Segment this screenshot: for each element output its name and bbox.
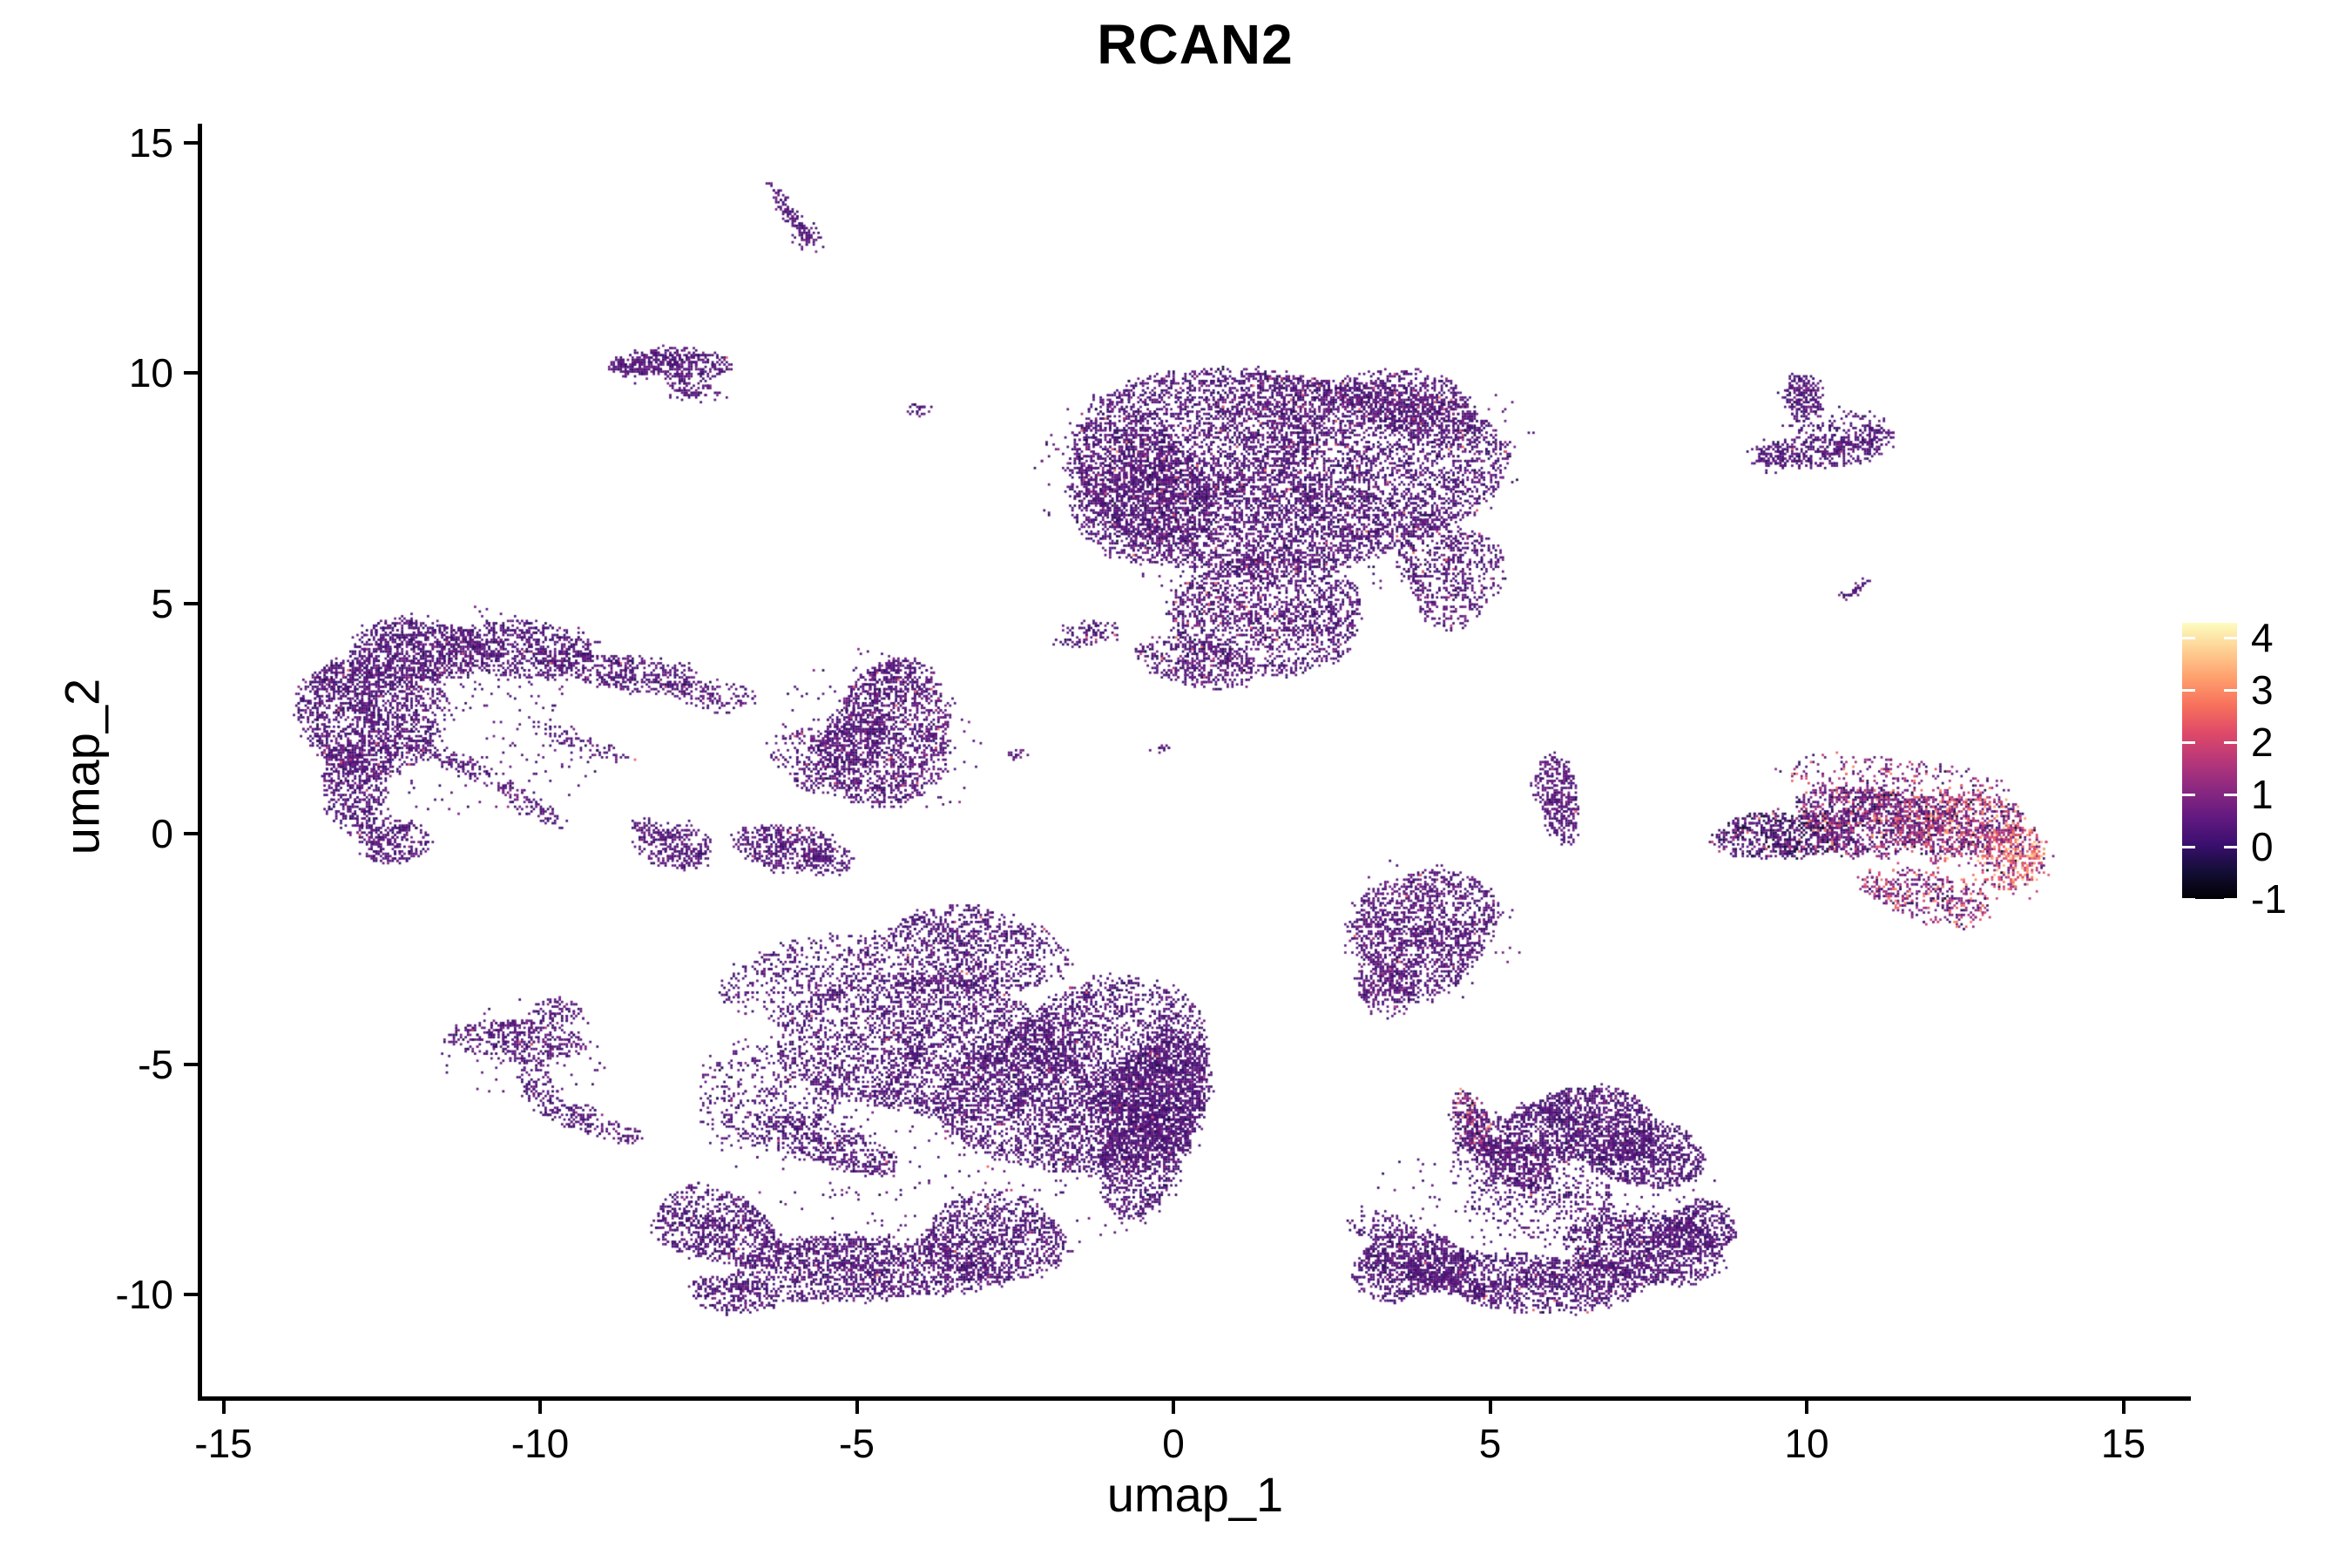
colorbar-tick-mark xyxy=(2224,845,2237,848)
x-tick-mark xyxy=(1172,1400,1175,1414)
x-axis-label: umap_1 xyxy=(1106,1467,1284,1522)
x-tick-mark xyxy=(538,1400,542,1414)
colorbar-tick-mark xyxy=(2224,740,2237,744)
y-axis-label: umap_2 xyxy=(54,678,110,855)
y-axis-line xyxy=(198,124,202,1400)
colorbar-gradient xyxy=(2182,623,2237,899)
colorbar-tick-mark xyxy=(2182,898,2195,901)
x-tick-mark xyxy=(1488,1400,1492,1414)
x-tick-label: -15 xyxy=(194,1421,253,1466)
y-tick-mark xyxy=(184,1062,199,1066)
y-tick-label: 5 xyxy=(151,580,173,626)
y-tick-mark xyxy=(184,371,199,375)
colorbar-tick-label: 4 xyxy=(2251,614,2274,660)
y-tick-mark xyxy=(184,601,199,605)
colorbar-tick-mark xyxy=(2182,793,2195,796)
y-tick-label: -5 xyxy=(138,1041,173,1087)
x-tick-mark xyxy=(2121,1400,2126,1414)
y-tick-label: 15 xyxy=(128,119,173,166)
x-tick-label: 5 xyxy=(1478,1421,1502,1466)
y-tick-label: -10 xyxy=(115,1272,173,1317)
colorbar-tick-label: 0 xyxy=(2251,823,2274,869)
y-tick-label: 10 xyxy=(128,350,173,395)
x-tick-label: -5 xyxy=(839,1421,875,1466)
colorbar-tick-label: -1 xyxy=(2251,876,2287,922)
x-tick-mark xyxy=(1805,1400,1808,1414)
y-tick-label: 0 xyxy=(151,811,173,856)
colorbar-tick-mark xyxy=(2182,740,2195,744)
x-tick-mark xyxy=(855,1400,859,1414)
x-tick-mark xyxy=(221,1400,226,1414)
colorbar-tick-mark xyxy=(2182,688,2195,692)
colorbar-tick-mark xyxy=(2224,898,2237,901)
colorbar-tick-mark xyxy=(2182,845,2195,848)
colorbar-tick-mark xyxy=(2224,636,2237,639)
colorbar-tick-mark xyxy=(2224,793,2237,796)
colorbar-tick-mark xyxy=(2182,636,2195,639)
colorbar-tick-label: 2 xyxy=(2251,719,2274,765)
x-tick-label: 15 xyxy=(2100,1421,2146,1466)
y-tick-mark xyxy=(184,140,199,145)
colorbar-tick-mark xyxy=(2224,688,2237,692)
y-tick-mark xyxy=(184,1293,199,1296)
x-tick-label: 10 xyxy=(1784,1421,1829,1466)
plot-title: RCAN2 xyxy=(1097,13,1294,76)
x-axis-line xyxy=(198,1396,2191,1401)
colorbar-tick-label: 1 xyxy=(2251,771,2274,817)
x-tick-label: 0 xyxy=(1162,1421,1185,1466)
x-tick-label: -10 xyxy=(510,1421,570,1466)
y-tick-mark xyxy=(184,832,199,835)
colorbar-tick-label: 3 xyxy=(2251,666,2274,713)
